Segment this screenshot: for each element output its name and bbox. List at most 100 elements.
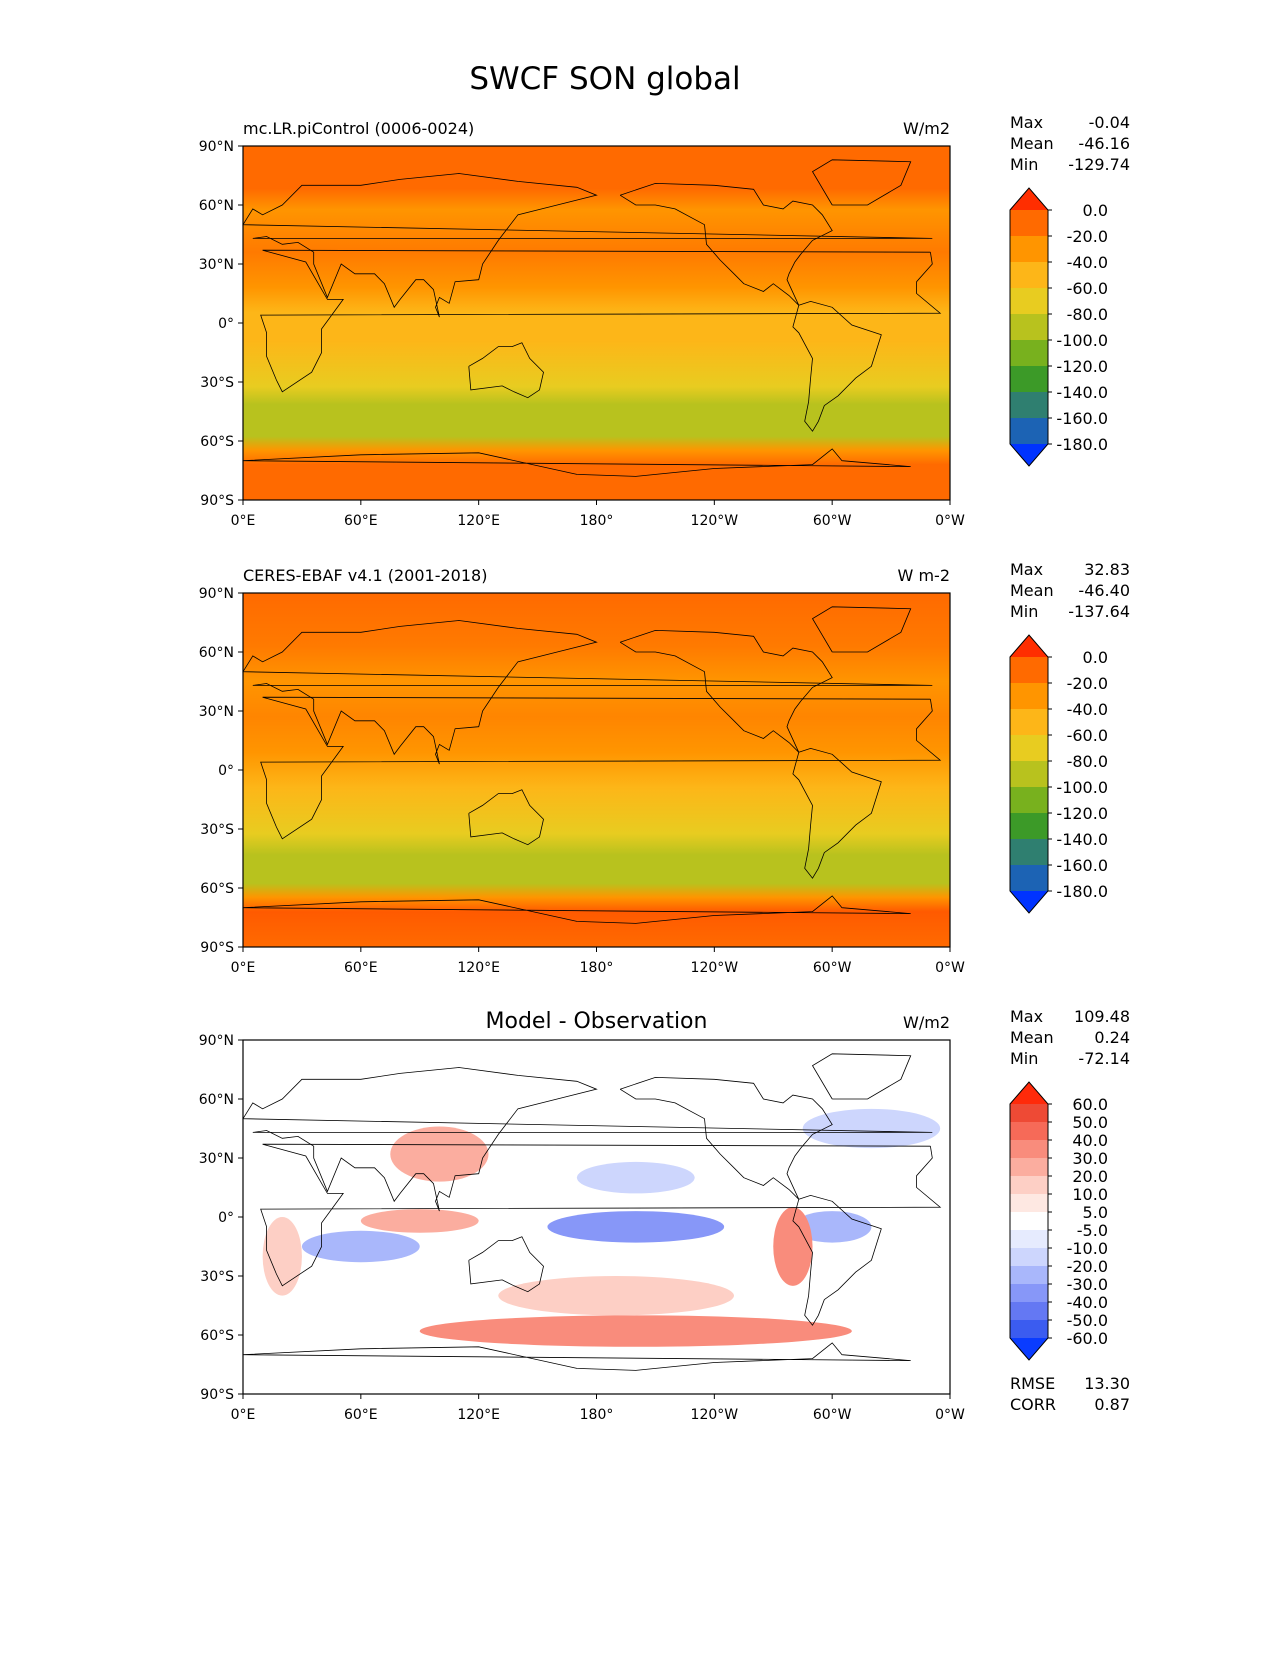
panel-units: W/m2 [903, 119, 950, 138]
lon-tick-label: 0°W [935, 513, 965, 529]
colorbar-label: -80.0 [1067, 752, 1108, 771]
panel-center-title: Model - Observation [486, 1009, 708, 1034]
panel-diff: 90°N 60°N 30°N 0° 30°S 60°S 90°S 0°E 60°E 120°E 18… [199, 1007, 1130, 1423]
colorbar-segment [1010, 314, 1048, 341]
colorbar-extend-bottom [1010, 1338, 1048, 1360]
anomaly-region [419, 1315, 852, 1347]
colorbar-label: -40.0 [1067, 1293, 1108, 1312]
figure-title: SWCF SON global [469, 61, 740, 97]
colorbar-label: 50.0 [1072, 1113, 1108, 1132]
colorbar-segment [1010, 1140, 1048, 1159]
anomaly-region [576, 1161, 695, 1194]
lon-tick-label: 120°E [457, 960, 500, 976]
lon-tick-label: 60°W [813, 513, 852, 529]
lat-tick-label: 90°N [199, 139, 234, 155]
colorbar-segment [1010, 1320, 1048, 1339]
colorbar-segment [1010, 1212, 1048, 1231]
stat-label: CORR [1010, 1395, 1056, 1414]
lon-tick-label: 180° [580, 513, 614, 529]
colorbar-label: -180.0 [1056, 435, 1108, 454]
colorbar-label: 10.0 [1072, 1185, 1108, 1204]
colorbar-segment [1010, 865, 1048, 892]
colorbar-label: -10.0 [1067, 1239, 1108, 1258]
lat-tick-label: 30°S [200, 1269, 234, 1285]
stat-value: 0.24 [1094, 1028, 1130, 1047]
colorbar-segment [1010, 262, 1048, 289]
coastline [619, 629, 833, 753]
coastline [260, 1143, 942, 1287]
colorbar-label: 20.0 [1072, 1167, 1108, 1186]
lat-tick-label: 0° [218, 1210, 234, 1226]
lat-tick-label: 30°N [199, 1151, 234, 1167]
lat-tick-label: 60°N [199, 645, 234, 661]
colorbar-label: 30.0 [1072, 1149, 1108, 1168]
colorbar: 0.0 -20.0 -40.0 -60.0 -80.0 -100.0 -120.0 -140.… [1009, 187, 1108, 467]
anomaly-region [301, 1230, 420, 1263]
lat-tick-label: 60°S [200, 1328, 234, 1344]
lat-tick-label: 60°N [199, 1092, 234, 1108]
map-field [243, 146, 950, 500]
colorbar-segment [1010, 1302, 1048, 1321]
coastline [792, 300, 882, 432]
lon-tick-label: 60°E [344, 1407, 378, 1423]
coastline [242, 1342, 911, 1371]
colorbar-label: -20.0 [1067, 227, 1108, 246]
colorbar: 60.050.040.030.020.010.05.0-5.0-10.0-20.… [1009, 1081, 1108, 1361]
lat-tick-label: 60°S [200, 434, 234, 450]
panel-model: 90°N 60°N 30°N 0° 30°S 60°S 90°S 0°E 60°E 120°E 18… [199, 113, 1130, 529]
colorbar-label: -20.0 [1067, 1257, 1108, 1276]
stat-label: Min [1010, 602, 1038, 621]
lat-tick-label: 90°S [200, 1387, 234, 1403]
lat-tick-label: 60°N [199, 198, 234, 214]
colorbar-extend-bottom [1010, 444, 1048, 466]
panels: 90°N 60°N 30°N 0° 30°S 60°S 90°S 0°E 60°E 120°E 18… [199, 113, 1130, 1423]
stat-label: Max [1010, 113, 1043, 132]
lon-tick-label: 180° [580, 1407, 614, 1423]
lon-tick-label: 0°W [935, 1407, 965, 1423]
stat-label: Max [1010, 1007, 1043, 1026]
colorbar-segment [1010, 1248, 1048, 1267]
lon-tick-label: 60°E [344, 513, 378, 529]
colorbar-segment [1010, 1158, 1048, 1177]
lat-tick-label: 90°N [199, 586, 234, 602]
stat-label: Mean [1010, 581, 1054, 600]
lat-tick-label: 30°S [200, 375, 234, 391]
colorbar-segment [1010, 709, 1048, 736]
anomaly-region [802, 1108, 941, 1149]
lon-tick-label: 120°E [457, 513, 500, 529]
coastline [619, 1076, 833, 1200]
anomaly-region [547, 1211, 725, 1243]
lat-tick-label: 30°N [199, 257, 234, 273]
lon-tick-label: 60°W [813, 960, 852, 976]
lon-tick-label: 0°E [231, 513, 256, 529]
colorbar-label: -5.0 [1077, 1221, 1108, 1240]
colorbar-segment [1010, 1194, 1048, 1213]
colorbar-label: 40.0 [1072, 1131, 1108, 1150]
anomaly-region [498, 1276, 734, 1316]
lon-tick-label: 60°W [813, 1407, 852, 1423]
anomaly-region [773, 1207, 813, 1286]
colorbar-segment [1010, 340, 1048, 367]
colorbar-segment [1010, 1284, 1048, 1303]
colorbar-label: -160.0 [1056, 856, 1108, 875]
stat-value: -137.64 [1068, 602, 1130, 621]
colorbar-segment [1010, 288, 1048, 315]
colorbar-segment [1010, 1122, 1048, 1141]
colorbar-label: -80.0 [1067, 305, 1108, 324]
colorbar-segment [1010, 418, 1048, 445]
coastline [468, 342, 544, 399]
colorbar-segment [1010, 657, 1048, 684]
colorbar: 0.0 -20.0 -40.0 -60.0 -80.0 -100.0 -120.0 -140.… [1009, 634, 1108, 914]
lat-tick-label: 30°S [200, 822, 234, 838]
coastline [811, 1053, 912, 1100]
coastline [242, 895, 911, 924]
colorbar-label: 60.0 [1072, 1095, 1108, 1114]
stat-value: -72.14 [1078, 1049, 1130, 1068]
colorbar-label: -100.0 [1056, 778, 1108, 797]
stat-label: Max [1010, 560, 1043, 579]
colorbar-segment [1010, 839, 1048, 866]
panel-left-title: CERES-EBAF v4.1 (2001-2018) [243, 566, 487, 585]
lat-tick-label: 90°S [200, 493, 234, 509]
colorbar-segment [1010, 1104, 1048, 1123]
